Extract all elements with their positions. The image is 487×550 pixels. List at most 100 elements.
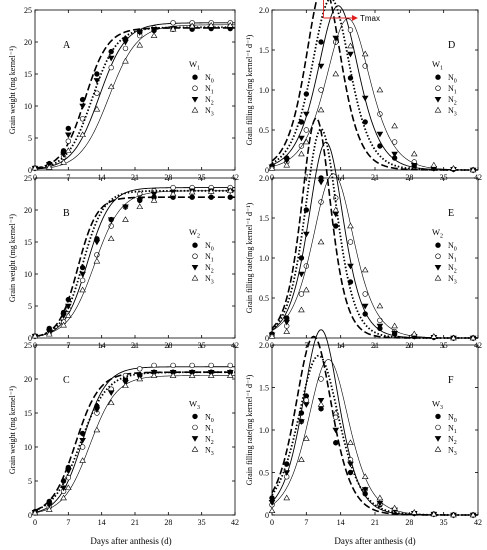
- data-point-n3: [410, 150, 418, 157]
- data-point-n2: [107, 217, 115, 223]
- series-line-n3: [34, 190, 235, 337]
- y-tick-label: 5: [28, 134, 32, 143]
- data-point-n3: [268, 333, 276, 339]
- data-point-n2: [136, 30, 144, 36]
- data-point-n1: [303, 397, 310, 403]
- y-tick-label: 1.5: [259, 384, 269, 393]
- x-tick-label: 35: [198, 518, 206, 527]
- legend-label-sub: 2: [454, 269, 457, 275]
- data-point-n3: [188, 22, 196, 29]
- data-point-n2: [65, 303, 72, 310]
- legend-label: N3: [448, 106, 457, 118]
- legend-label-sub: 1: [211, 429, 214, 435]
- legend-label: N1: [448, 252, 457, 264]
- legend-title-sub: 1: [197, 66, 200, 72]
- data-point-n3: [391, 322, 398, 329]
- data-point-n3: [283, 328, 291, 334]
- data-point-n2: [391, 151, 398, 158]
- legend-label-sub: 2: [211, 269, 214, 275]
- legend-title: W2: [432, 227, 443, 240]
- legend-marker: [435, 253, 441, 259]
- data-point-n2: [107, 55, 115, 62]
- data-point-n2: [60, 313, 67, 319]
- legend-label: N3: [205, 445, 214, 457]
- x-tick-label: 14: [98, 518, 106, 527]
- data-point-n3: [207, 372, 215, 378]
- y-tick-label: 2.0: [259, 6, 269, 15]
- data-point-n3: [303, 435, 310, 441]
- y-tick-label: 1.0: [259, 254, 269, 263]
- data-point-n2: [347, 263, 354, 270]
- data-point-n2: [298, 271, 305, 278]
- data-point-n3: [65, 147, 72, 154]
- legend-label-sub: 1: [454, 429, 457, 435]
- data-point-n2: [317, 63, 325, 70]
- data-point-n3: [347, 222, 354, 229]
- data-point-n3: [107, 399, 115, 406]
- data-point-n2: [303, 402, 310, 408]
- legend-marker: [191, 446, 199, 452]
- y-tick-label: 0: [28, 166, 32, 175]
- x-tick-label: 7: [66, 518, 70, 527]
- y-tick-label: 5: [28, 302, 32, 311]
- panel-letter: B: [63, 208, 70, 219]
- series-line-n0: [34, 371, 235, 512]
- x-tick-label: 42: [231, 518, 239, 527]
- legend-marker: [434, 96, 442, 103]
- legend-marker: [191, 274, 199, 281]
- y-tick-label: 0.5: [259, 469, 269, 478]
- data-point-n2: [317, 179, 325, 186]
- data-point-n2: [376, 323, 384, 330]
- legend-label: N3: [448, 445, 457, 457]
- data-point-n3: [283, 494, 291, 501]
- y-tick-label: 20: [24, 375, 32, 384]
- data-point-n0: [208, 194, 214, 200]
- data-point-n0: [347, 279, 354, 285]
- data-point-n3: [169, 25, 177, 32]
- data-point-n1: [170, 184, 176, 191]
- x-tick-label: 21: [371, 518, 379, 527]
- data-point-n3: [410, 509, 418, 515]
- y-axis-label: Grain filling rate(mg kernel⁻¹ d⁻¹): [245, 34, 254, 145]
- data-point-n2: [65, 132, 72, 139]
- data-point-n3: [332, 70, 340, 77]
- data-point-n3: [317, 401, 325, 407]
- x-tick-label: 7: [66, 173, 70, 182]
- data-point-n1: [227, 362, 233, 369]
- data-point-n3: [410, 330, 418, 337]
- data-point-n0: [79, 96, 86, 103]
- y-tick-label: 2.0: [259, 341, 269, 350]
- data-point-n2: [79, 437, 86, 444]
- data-point-n3: [450, 334, 457, 341]
- legend-label-sub: 2: [454, 440, 457, 446]
- data-point-n3: [150, 197, 158, 203]
- data-point-n1: [303, 127, 310, 133]
- legend-marker: [192, 74, 198, 80]
- data-point-n1: [208, 362, 214, 369]
- data-point-n3: [60, 494, 67, 501]
- data-point-n1: [79, 277, 86, 284]
- data-point-n3: [93, 105, 101, 112]
- data-point-n3: [45, 506, 53, 512]
- series-line-n3: [271, 173, 478, 339]
- y-tick-label: 25: [24, 174, 32, 183]
- data-point-n1: [391, 139, 398, 145]
- data-point-n3: [298, 456, 305, 463]
- data-point-n3: [332, 206, 340, 213]
- x-tick-label: 35: [198, 173, 206, 182]
- data-point-n0: [333, 440, 339, 446]
- legend-label-sub: 0: [454, 418, 457, 424]
- legend-label-sub: 2: [454, 101, 457, 107]
- data-point-n3: [391, 504, 398, 511]
- tmax-label: Tmax: [360, 14, 380, 23]
- y-tick-label: 5: [28, 477, 32, 486]
- legend-label-sub: 0: [211, 79, 214, 85]
- legend-label: N1: [205, 423, 214, 435]
- data-point-n0: [347, 469, 354, 476]
- data-point-n3: [391, 122, 398, 129]
- data-point-n3: [150, 372, 158, 378]
- data-point-n3: [268, 165, 276, 171]
- data-point-n2: [93, 78, 101, 84]
